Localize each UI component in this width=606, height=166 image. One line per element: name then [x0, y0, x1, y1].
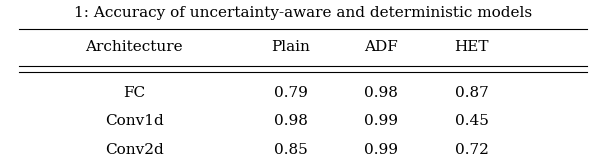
- Text: Plain: Plain: [271, 40, 310, 54]
- Text: 0.98: 0.98: [274, 114, 308, 128]
- Text: FC: FC: [123, 86, 145, 100]
- Text: Architecture: Architecture: [85, 40, 183, 54]
- Text: 0.45: 0.45: [455, 114, 489, 128]
- Text: 0.72: 0.72: [455, 143, 489, 157]
- Text: HET: HET: [454, 40, 489, 54]
- Text: 0.99: 0.99: [364, 114, 398, 128]
- Text: ADF: ADF: [365, 40, 398, 54]
- Text: 1: Accuracy of uncertainty-aware and deterministic models: 1: Accuracy of uncertainty-aware and det…: [74, 6, 532, 20]
- Text: 0.99: 0.99: [364, 143, 398, 157]
- Text: 0.85: 0.85: [274, 143, 308, 157]
- Text: Conv2d: Conv2d: [105, 143, 164, 157]
- Text: Conv1d: Conv1d: [105, 114, 164, 128]
- Text: 0.98: 0.98: [364, 86, 398, 100]
- Text: 0.87: 0.87: [455, 86, 489, 100]
- Text: 0.79: 0.79: [274, 86, 308, 100]
